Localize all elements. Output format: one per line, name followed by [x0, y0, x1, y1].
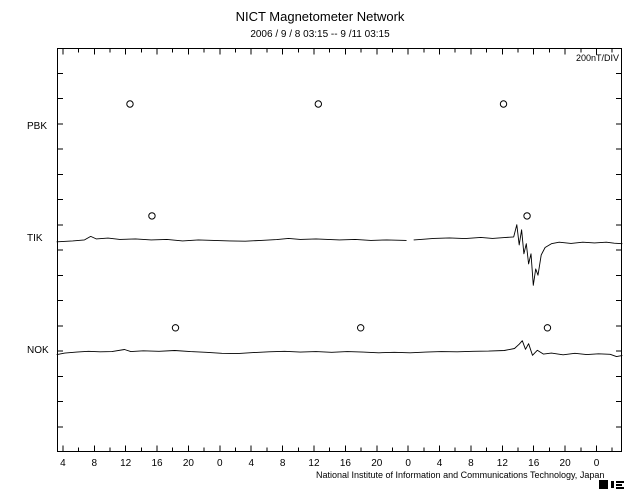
- x-tick-label: 12: [497, 458, 509, 469]
- x-tick-label: 4: [437, 458, 443, 469]
- scale-per-division-label: 200nT/DIV: [575, 53, 619, 63]
- station-label-tik: TIK: [27, 233, 43, 244]
- x-tick-label: 8: [468, 458, 474, 469]
- noon-marker-circle-nok: [356, 324, 365, 332]
- noon-marker-circle-tik: [148, 212, 156, 220]
- trace-tik: [56, 235, 407, 243]
- x-tick-label: 20: [371, 458, 383, 469]
- logo-text-line-icon: [616, 487, 624, 489]
- footer-credit: National Institute of Information and Co…: [316, 470, 605, 480]
- nict-logo-mark: [599, 479, 631, 493]
- x-tick-label: 12: [308, 458, 320, 469]
- page-title: NICT Magnetometer Network: [235, 9, 405, 24]
- noon-marker-circle-nok: [543, 324, 552, 332]
- time-range-subtitle: 2006 / 9 / 8 03:15 -- 9 /11 03:15: [250, 29, 390, 40]
- station-label-nok: NOK: [27, 345, 49, 356]
- x-tick-label: 16: [340, 458, 352, 469]
- x-tick-label: 0: [405, 458, 411, 469]
- x-tick-label: 4: [60, 458, 66, 469]
- plot-area: 4 8 12 16 20 0 4 8 12 16 20 0 4 8 12 16 20 0: [56, 48, 623, 469]
- logo-text-line-icon: [616, 481, 624, 483]
- x-tick-label: 16: [528, 458, 540, 469]
- noon-marker-circle-nok: [171, 324, 180, 332]
- station-label-pbk: PBK: [27, 121, 48, 132]
- noon-marker-circle-pbk: [314, 100, 323, 108]
- noon-marker-circle-pbk: [126, 100, 134, 108]
- x-tick-label: 20: [560, 458, 572, 469]
- noon-marker-circle-tik: [523, 212, 531, 220]
- x-tick-label: 12: [120, 458, 132, 469]
- x-tick-label: 16: [151, 458, 163, 469]
- logo-bar-icon: [611, 481, 614, 488]
- x-tick-label: 8: [280, 458, 286, 469]
- x-tick-label: 20: [183, 458, 195, 469]
- x-tick-label: 4: [248, 458, 254, 469]
- x-tick-label: 8: [91, 458, 97, 469]
- logo-text-line-icon: [616, 484, 622, 486]
- logo-square-icon: [599, 480, 608, 489]
- noon-marker-circle-pbk: [499, 100, 508, 108]
- trace-nok: [56, 340, 623, 358]
- x-tick-label: 0: [217, 458, 223, 469]
- trace-tik: [413, 224, 623, 286]
- x-tick-label: 0: [594, 458, 600, 469]
